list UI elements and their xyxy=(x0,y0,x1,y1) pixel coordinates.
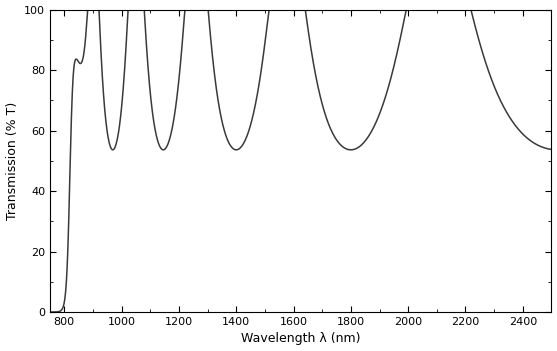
Y-axis label: Transmission (% T): Transmission (% T) xyxy=(6,102,18,220)
X-axis label: Wavelength λ (nm): Wavelength λ (nm) xyxy=(241,332,360,345)
